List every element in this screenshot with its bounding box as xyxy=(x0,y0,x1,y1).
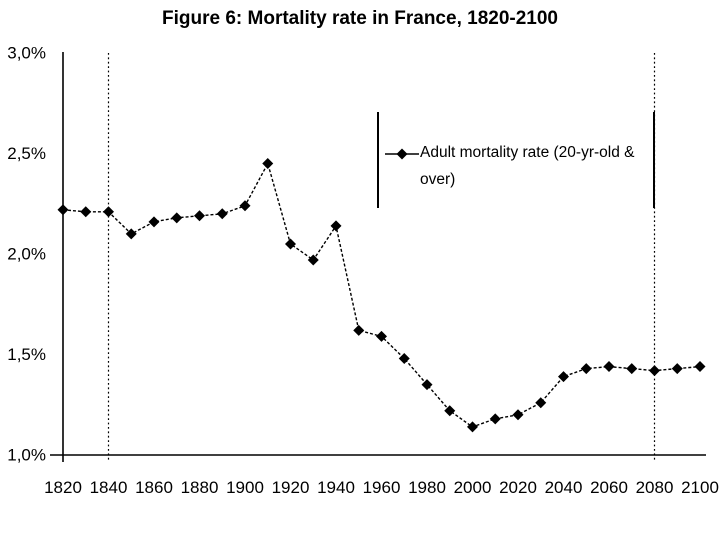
y-tick-label-1,5%: 1,5% xyxy=(7,345,46,364)
data-point-2030 xyxy=(535,397,547,409)
legend-label: Adult mortality rate (20-yr-old & over) xyxy=(420,144,635,188)
x-tick-label-1940: 1940 xyxy=(317,478,355,497)
x-tick-label-1960: 1960 xyxy=(363,478,401,497)
data-point-1970 xyxy=(398,353,410,365)
data-point-1930 xyxy=(307,254,319,266)
data-point-2000 xyxy=(467,421,478,433)
data-point-1900 xyxy=(239,200,251,212)
data-point-1950 xyxy=(353,324,365,336)
data-point-2050 xyxy=(580,363,592,375)
x-tick-label-2060: 2060 xyxy=(590,478,628,497)
data-point-1980 xyxy=(421,379,433,391)
x-tick-label-2100: 2100 xyxy=(681,478,719,497)
data-point-1830 xyxy=(80,206,92,218)
y-tick-label-1,0%: 1,0% xyxy=(7,446,46,465)
data-point-1990 xyxy=(444,405,456,417)
data-point-2090 xyxy=(671,363,683,375)
data-point-1890 xyxy=(216,208,228,220)
x-tick-label-2040: 2040 xyxy=(545,478,583,497)
data-point-1850 xyxy=(125,228,137,240)
x-tick-label-1840: 1840 xyxy=(90,478,128,497)
legend-diamond-marker-icon xyxy=(385,148,419,160)
data-point-2080 xyxy=(649,365,660,377)
x-tick-label-1980: 1980 xyxy=(408,478,446,497)
x-tick-label-1880: 1880 xyxy=(181,478,219,497)
data-point-2070 xyxy=(626,363,638,375)
data-point-1820 xyxy=(57,204,69,216)
legend-box: Adult mortality rate (20-yr-old & over) xyxy=(377,112,655,208)
x-tick-label-1900: 1900 xyxy=(226,478,264,497)
data-point-2040 xyxy=(558,371,569,383)
data-point-2010 xyxy=(489,413,501,425)
y-tick-label-2,0%: 2,0% xyxy=(7,245,46,264)
chart-title: Figure 6: Mortality rate in France, 1820… xyxy=(162,8,558,29)
x-tick-label-2020: 2020 xyxy=(499,478,537,497)
data-point-1840 xyxy=(103,206,114,218)
data-point-1910 xyxy=(262,158,274,170)
x-tick-label-1920: 1920 xyxy=(272,478,310,497)
x-tick-label-2000: 2000 xyxy=(454,478,492,497)
x-tick-label-1820: 1820 xyxy=(44,478,82,497)
y-tick-label-3,0%: 3,0% xyxy=(7,44,46,63)
data-point-1860 xyxy=(148,216,160,228)
data-point-1880 xyxy=(194,210,205,222)
data-point-1870 xyxy=(171,212,183,224)
data-point-1920 xyxy=(285,238,296,250)
data-point-2060 xyxy=(603,361,615,373)
x-tick-label-1860: 1860 xyxy=(135,478,173,497)
data-point-2100 xyxy=(694,361,706,373)
data-point-1960 xyxy=(376,330,387,342)
data-point-2020 xyxy=(512,409,524,421)
y-tick-label-2,5%: 2,5% xyxy=(7,144,46,163)
x-tick-label-2080: 2080 xyxy=(636,478,674,497)
data-point-1940 xyxy=(330,220,342,232)
